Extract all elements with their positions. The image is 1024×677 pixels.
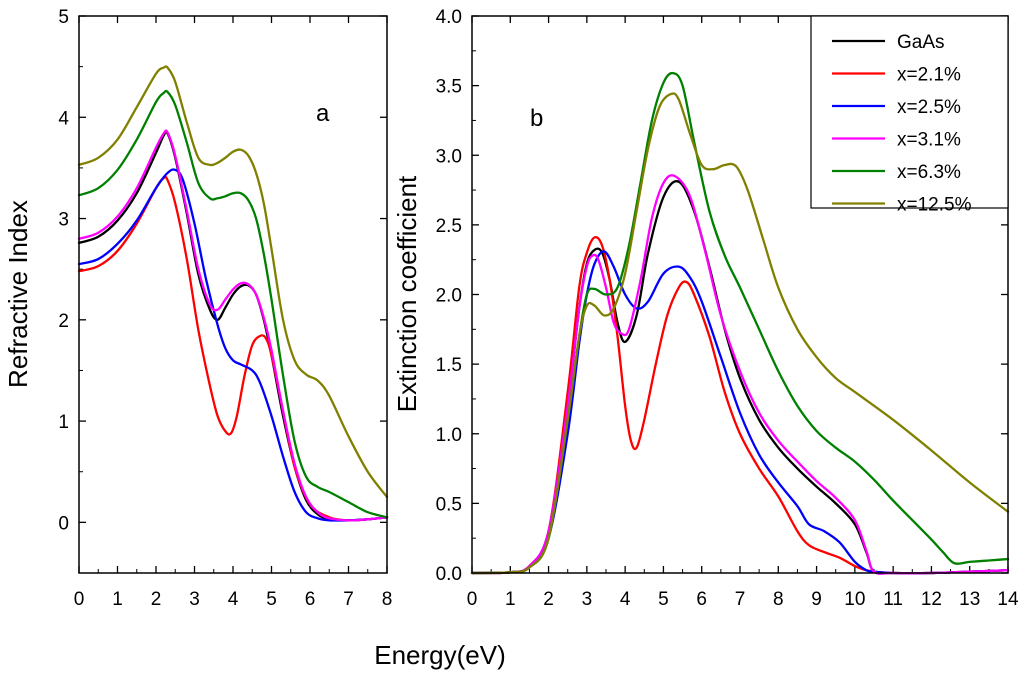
panel-a-xtick-label: 8 (382, 589, 393, 610)
panel-a-xtick-label: 6 (305, 589, 316, 610)
panel-a-xtick-label: 5 (266, 589, 277, 610)
panel-b-xtick-label: 13 (959, 589, 980, 610)
panel-a-ytick-label: 3 (58, 210, 69, 231)
panel-a-label: a (316, 100, 330, 127)
panel-a-frame (78, 15, 388, 574)
panel-a-xtick-label: 1 (112, 589, 123, 610)
panel-b-xtick-label: 1 (505, 589, 516, 610)
panel-b-ylabel: Extinction coefficient (392, 175, 422, 412)
panel-a-xtick-label: 7 (343, 589, 354, 610)
panel-b-frame (471, 15, 1009, 574)
panel-b-ytick-label: 2.0 (436, 286, 462, 307)
panel-a-ylabel: Refractive Index (3, 200, 33, 388)
panel-b-ytick-label: 0.0 (436, 564, 462, 585)
legend-label-x-2-5-: x=2.5% (897, 97, 961, 118)
legend-label-x-6-3-: x=6.3% (897, 162, 961, 183)
panel-a-series-line-x-6-3- (77, 89, 389, 519)
panel-a-series-line-x-2-5- (77, 168, 389, 522)
panel-b-series-line-x-3-1- (470, 174, 1010, 575)
legend-label-x-2-1-: x=2.1% (897, 65, 961, 86)
panel-b-xtick-label: 14 (997, 589, 1019, 610)
panel-b-xtick-label: 0 (467, 589, 478, 610)
panel-b-xtick-label: 6 (696, 589, 707, 610)
panel-a-xtick-label: 2 (151, 589, 162, 610)
legend-box (810, 15, 1009, 209)
legend-label-gaas: GaAs (897, 32, 945, 53)
panel-b: 0 1 2 3 4 5 6 7 8 9 10 11 12 13 140.00.51.01.52.02.53.… (392, 7, 1019, 610)
panel-a-ytick-label: 5 (58, 7, 69, 28)
panel-a-series-line-gaas (77, 130, 389, 522)
panel-a-series-line-x-12-5- (77, 65, 389, 499)
legend: GaAs x=2.1% x=2.5% x=3.1% x=6.3% x=12.5% (810, 15, 1009, 216)
panel-b-ytick-label: 0.5 (436, 494, 462, 515)
panel-b-ytick-label: 1.0 (436, 425, 462, 446)
panel-b-xtick-label: 11 (883, 589, 903, 610)
panel-b-series-line-x-12-5- (470, 92, 1010, 575)
panel-a-ytick-label: 1 (58, 412, 69, 433)
panel-a-xtick-label: 3 (189, 589, 200, 610)
panel-b-ytick-label: 3.0 (436, 146, 462, 167)
panel-b-xtick-label: 2 (543, 589, 554, 610)
panel-b-xtick-label: 3 (582, 589, 593, 610)
panel-a-xtick-label: 0 (74, 589, 85, 610)
panel-a: 0 1 2 3 4 5 6 7 8 0 1 2 3 4 5 a Refractive Index (3, 7, 392, 610)
panel-b-xtick-label: 8 (773, 589, 784, 610)
panel-b-ytick-label: 1.5 (436, 355, 462, 376)
panel-b-xtick-label: 12 (921, 589, 942, 610)
panel-b-ytick-label: 3.5 (436, 77, 462, 98)
panel-b-xtick-label: 4 (620, 589, 631, 610)
panel-a-series-line-x-3-1- (77, 129, 389, 522)
panel-b-xtick-label: 5 (658, 589, 669, 610)
panel-b-xtick-label: 9 (811, 589, 822, 610)
panel-a-ytick-label: 0 (58, 513, 69, 534)
legend-label-x-3-1-: x=3.1% (897, 130, 961, 151)
legend-label-x-12-5-: x=12.5% (897, 195, 972, 216)
panel-b-label: b (530, 105, 543, 132)
panel-b-ytick-label: 2.5 (436, 216, 462, 237)
panel-b-series-line-x-2-1- (470, 235, 1010, 575)
panel-a-ytick-label: 2 (58, 311, 69, 332)
panel-a-xtick-label: 4 (228, 589, 239, 610)
panel-a-ytick-label: 4 (58, 108, 69, 129)
panel-a-series-line-x-2-1- (77, 175, 389, 522)
panel-b-ytick-label: 4.0 (436, 7, 462, 28)
panel-b-xtick-label: 10 (844, 589, 865, 610)
panel-b-xtick-label: 7 (735, 589, 746, 610)
shared-xlabel: Energy(eV) (374, 640, 506, 670)
